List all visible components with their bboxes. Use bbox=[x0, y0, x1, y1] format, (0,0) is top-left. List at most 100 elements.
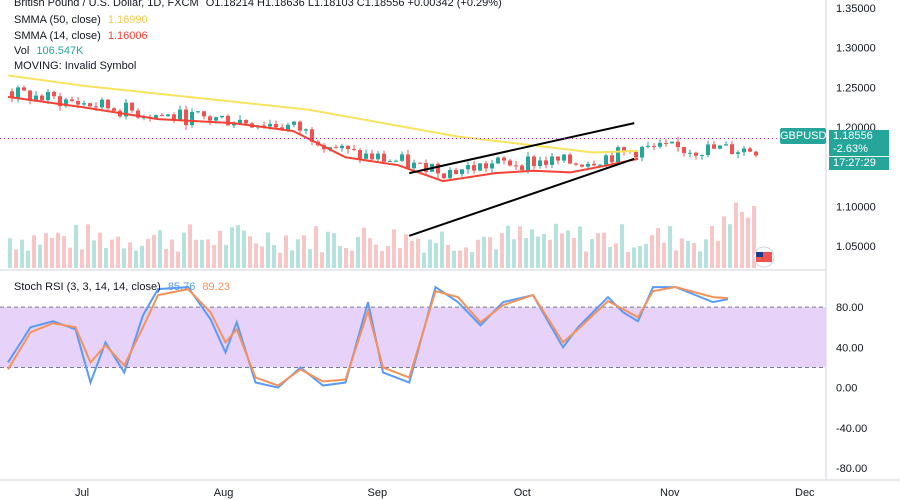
volume-bar bbox=[332, 233, 336, 268]
volume-bar bbox=[68, 247, 72, 268]
channel-lower-line bbox=[408, 157, 635, 237]
candle-body bbox=[346, 145, 350, 150]
candle-body bbox=[490, 163, 494, 169]
volume-bar bbox=[182, 232, 186, 268]
stoch-tick-label: 80.00 bbox=[836, 302, 864, 314]
candle-body bbox=[262, 125, 266, 127]
volume-bar bbox=[278, 252, 282, 268]
volume-bar bbox=[26, 250, 30, 268]
candle-body bbox=[136, 110, 140, 118]
legend-moving[interactable]: MOVING: Invalid Symbol bbox=[14, 59, 136, 73]
volume-bar bbox=[536, 236, 540, 268]
candle-body bbox=[370, 153, 374, 160]
candle-body bbox=[304, 129, 308, 131]
stoch-tick-label: 40.00 bbox=[836, 342, 864, 354]
legend-stoch[interactable]: Stoch RSI (3, 3, 14, 14, close) 85.76 89… bbox=[14, 280, 230, 294]
stoch-k-value: 85.76 bbox=[167, 281, 196, 293]
sma50-line bbox=[7, 74, 639, 154]
candle-body bbox=[514, 165, 518, 167]
candle-body bbox=[676, 141, 680, 148]
volume-bar bbox=[668, 226, 672, 268]
candle-body bbox=[622, 147, 626, 151]
volume-bar bbox=[44, 233, 48, 268]
candle-body bbox=[652, 145, 656, 147]
volume-bar bbox=[98, 232, 102, 268]
candle-body bbox=[748, 148, 752, 152]
time-tick-label: Aug bbox=[214, 487, 234, 499]
volume-bar bbox=[86, 224, 90, 268]
candle-body bbox=[310, 129, 314, 142]
candle-body bbox=[706, 144, 710, 156]
volume-bar bbox=[284, 235, 288, 268]
candle-body bbox=[22, 87, 26, 91]
candle-body bbox=[52, 91, 56, 97]
candle-body bbox=[724, 144, 728, 146]
volume-bar bbox=[698, 251, 702, 268]
volume-bar bbox=[392, 229, 396, 268]
volume-bar bbox=[254, 243, 258, 268]
volume-bar bbox=[458, 250, 462, 268]
candle-body bbox=[664, 142, 668, 144]
candle-body bbox=[40, 95, 44, 101]
candle-body bbox=[538, 160, 542, 167]
candle-body bbox=[586, 163, 590, 167]
legend-sma14[interactable]: SMMA (14, close) 1.16006 bbox=[14, 29, 148, 43]
volume-bar bbox=[212, 245, 216, 268]
candle-body bbox=[496, 157, 500, 164]
candle-body bbox=[388, 161, 392, 163]
volume-bar bbox=[626, 251, 630, 268]
volume-bar bbox=[116, 236, 120, 268]
volume-bar bbox=[542, 233, 546, 268]
candle-body bbox=[442, 173, 446, 179]
candle-body bbox=[526, 156, 530, 171]
candle-body bbox=[154, 115, 158, 119]
volume-bar bbox=[506, 225, 510, 268]
volume-bar bbox=[242, 230, 246, 268]
volume-bar bbox=[38, 244, 42, 268]
volume-bar bbox=[488, 237, 492, 268]
volume-bar bbox=[386, 246, 390, 268]
volume-bar bbox=[326, 231, 330, 268]
volume-bar bbox=[320, 252, 324, 268]
channel-upper-line bbox=[409, 122, 635, 175]
candle-body bbox=[160, 115, 164, 117]
stoch-d-value: 89.23 bbox=[202, 281, 230, 293]
legend-sma50[interactable]: SMMA (50, close) 1.16990 bbox=[14, 13, 148, 27]
volume-bar bbox=[590, 238, 594, 268]
volume-value: 106.547K bbox=[36, 45, 84, 57]
volume-bar bbox=[158, 230, 162, 268]
candle-body bbox=[94, 106, 98, 108]
volume-bar bbox=[404, 234, 408, 268]
candle-body bbox=[478, 163, 482, 171]
volume-bar bbox=[152, 234, 156, 268]
candle-body bbox=[712, 144, 716, 149]
candle-body bbox=[508, 160, 512, 166]
candle-body bbox=[334, 147, 338, 149]
volume-bar bbox=[524, 238, 528, 268]
volume-bar bbox=[518, 226, 522, 268]
candle-body bbox=[484, 163, 488, 169]
candle-body bbox=[736, 152, 740, 155]
price-tick-label: 1.05000 bbox=[836, 241, 876, 253]
candle-body bbox=[130, 102, 134, 111]
instrument-header: British Pound / U.S. Dollar, 1D, FXCM O1… bbox=[14, 0, 502, 10]
volume-bar bbox=[176, 251, 180, 268]
candle-body bbox=[184, 109, 188, 126]
volume-bar bbox=[452, 250, 456, 268]
volume-bar bbox=[440, 231, 444, 268]
candle-body bbox=[412, 162, 416, 169]
volume-bar bbox=[248, 236, 252, 268]
volume-bar bbox=[308, 249, 312, 268]
volume-bar bbox=[602, 232, 606, 268]
volume-bar bbox=[80, 249, 84, 268]
candle-body bbox=[100, 99, 104, 108]
volume-bar bbox=[398, 248, 402, 268]
candle-body bbox=[718, 145, 722, 149]
candle-body bbox=[82, 103, 86, 105]
volume-bar bbox=[554, 223, 558, 268]
candle-body bbox=[268, 124, 272, 127]
ohlc-values: O1.18214 H1.18636 L1.18103 C1.18556 +0.0… bbox=[205, 0, 502, 9]
change-tag: -2.63% bbox=[829, 143, 889, 156]
legend-volume[interactable]: Vol 106.547K bbox=[14, 44, 83, 58]
